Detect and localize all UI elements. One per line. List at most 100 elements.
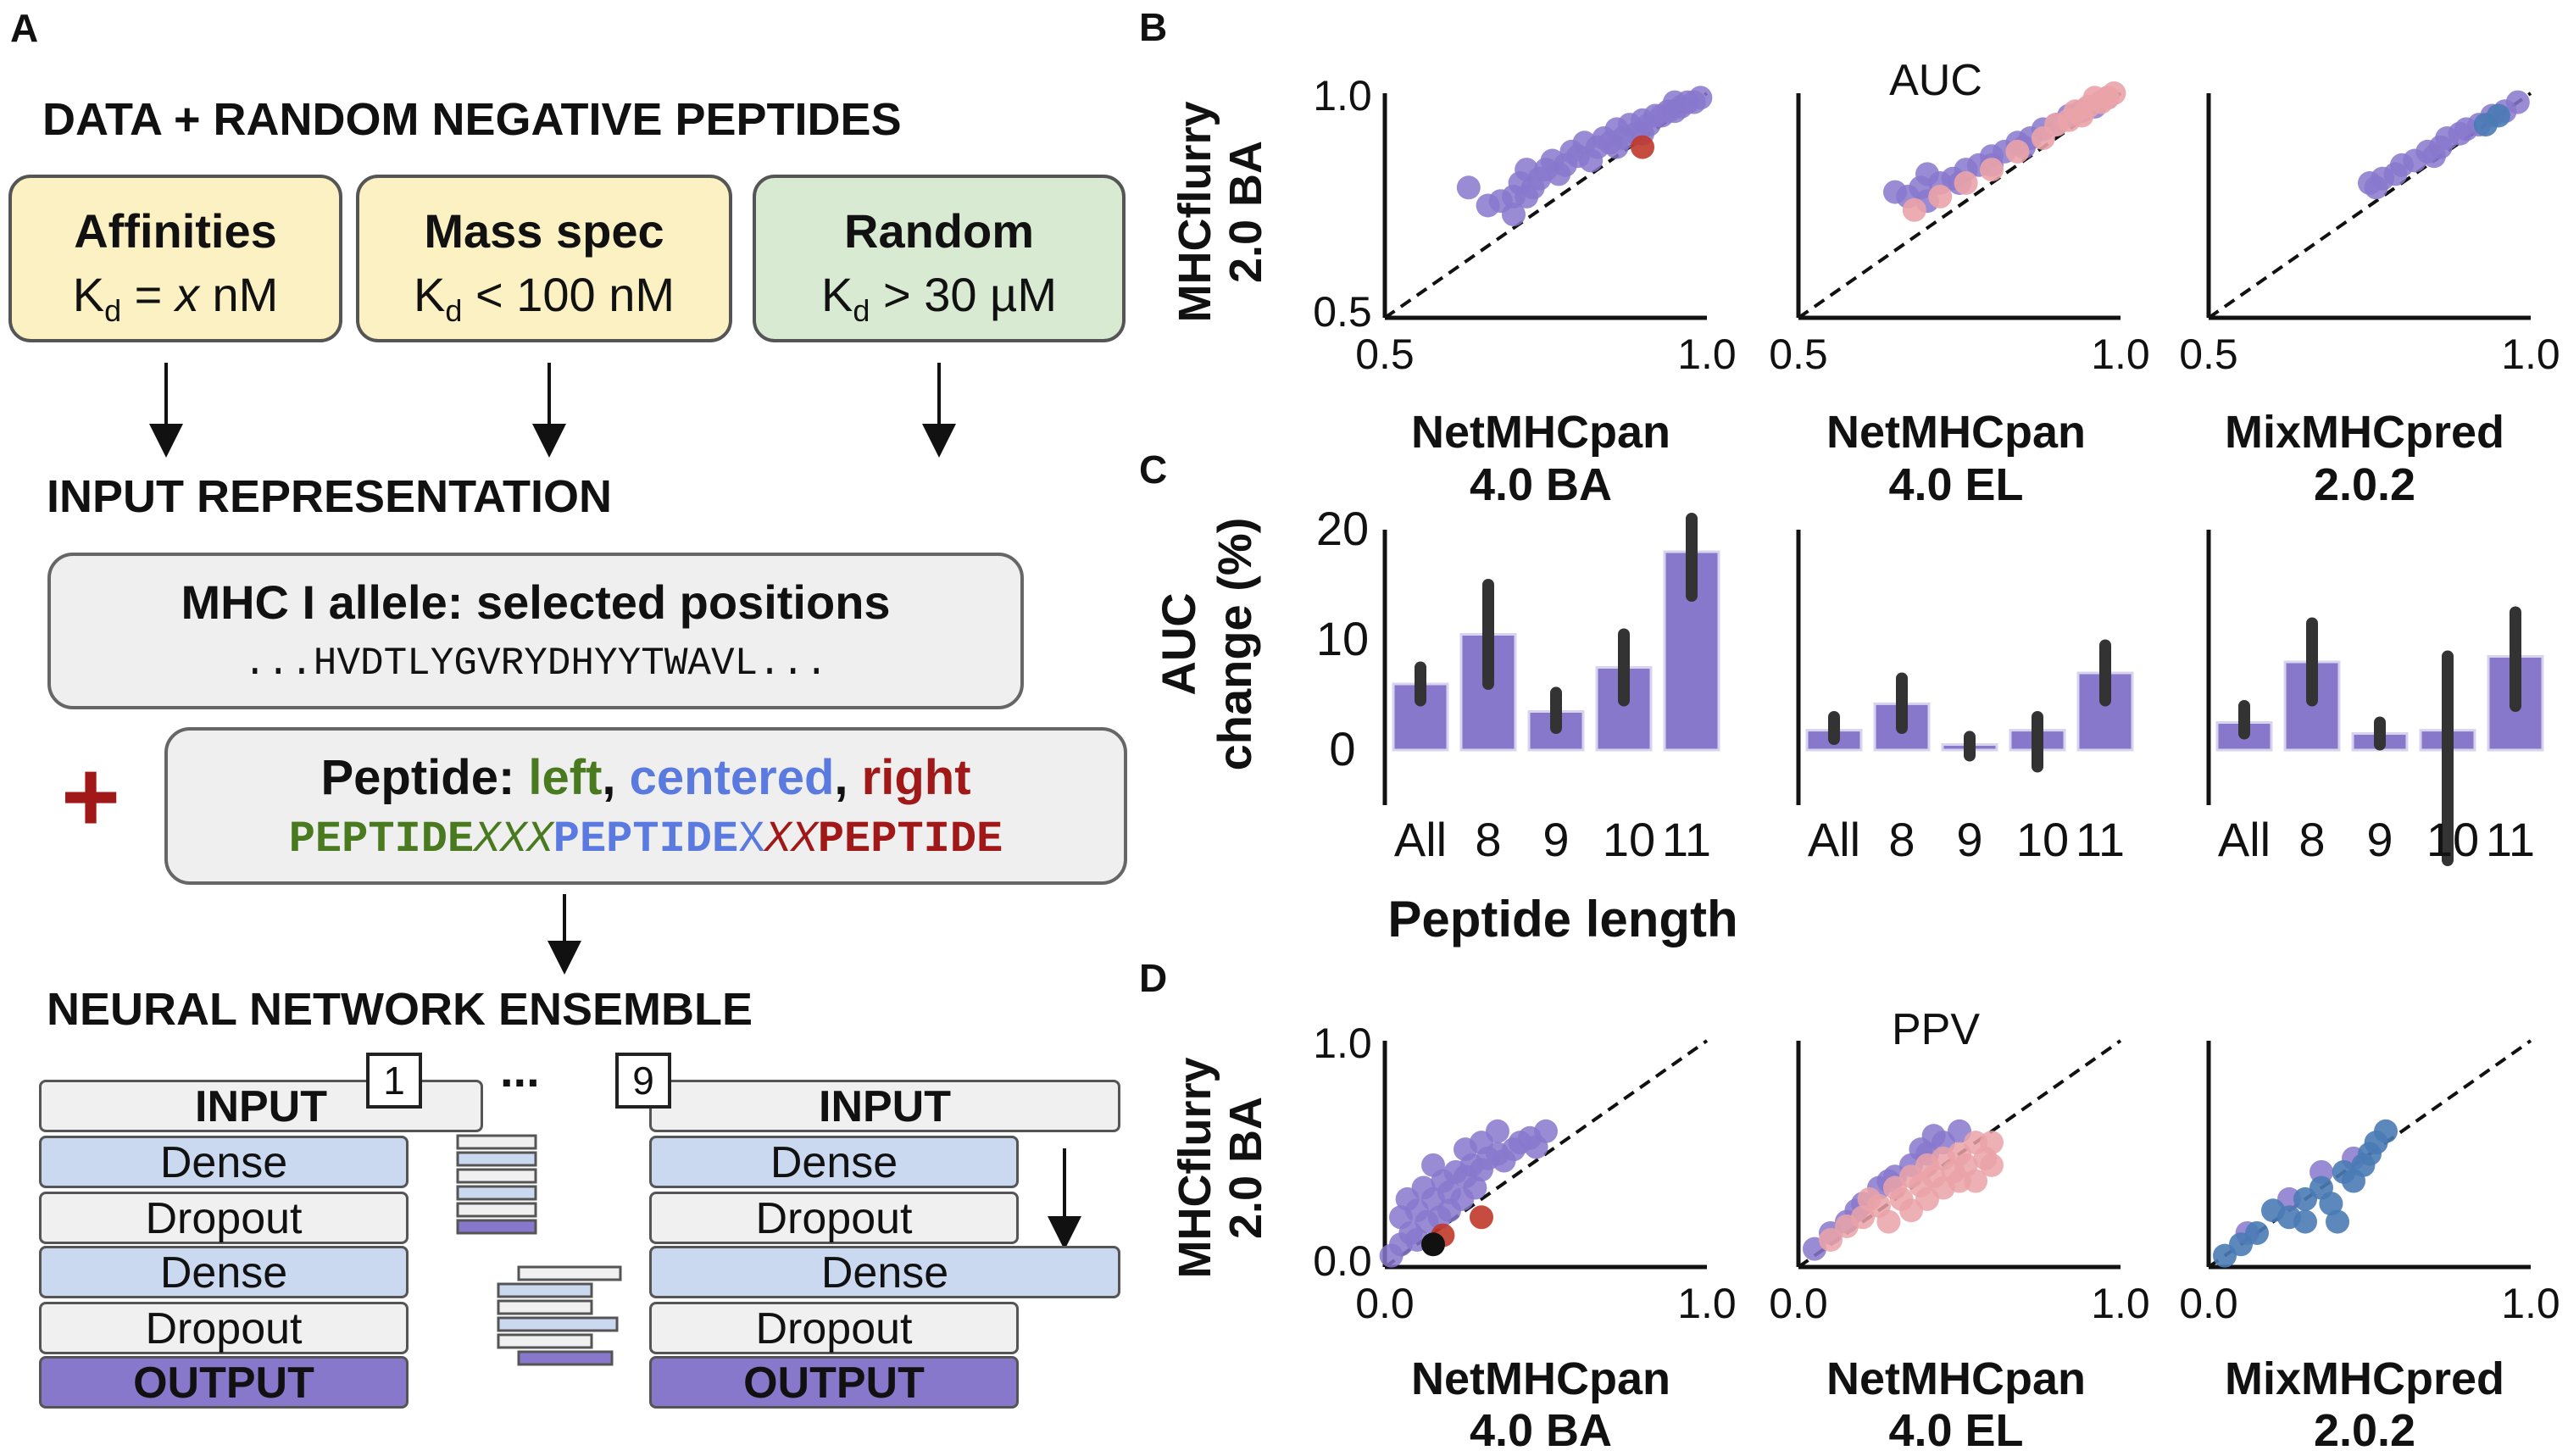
peptide-box: Peptide: left, centered, right PEPTIDEXX… [164,727,1127,885]
panel-d-point-pink [1980,1153,2004,1177]
mhc-allele-title: MHC I allele: selected positions [181,575,891,629]
panel-d-xtick-min: 0.0 [1355,1280,1415,1327]
panel-d-letter: D [1139,956,1167,1000]
panel-d-xtick-min: 0.0 [2179,1280,2238,1327]
panel-b-point-secondary [2005,139,2030,164]
panel-c-xtick: 11 [2076,813,2125,866]
source-box-title: Random [844,204,1034,258]
kd-subscript: d [445,293,463,329]
panel-b-point-purple [1604,135,1629,159]
panel-d-point-purple [1379,1243,1404,1268]
kd-variable: x [175,268,199,321]
panel-c-ytick: 10 [1316,612,1369,665]
panel-d-xtick-min: 0.0 [1769,1280,1828,1327]
network-9-layer-dropout: Dropout [649,1192,1019,1244]
panel-d-point-purple [1463,1175,1487,1200]
network-1-layer-dropout: Dropout [39,1192,409,1244]
peptide-right-label: right [861,750,971,805]
network-9-layer-input: INPUT [649,1080,1120,1132]
panel-b-predictor-name: MixMHCpred [2225,407,2504,458]
panel-c-xtick: 10 [2016,813,2069,866]
kd-relation: > 30 µM [870,268,1057,321]
panel-c-xtick: 9 [1542,813,1569,866]
mhc-allele-sequence: ...HVDTLYGVRYDHYYTWAVL... [242,642,829,686]
panel-b-diagonal [1797,92,2122,320]
network-9-layer-dense: Dense [649,1246,1120,1298]
panel-d-ylabel-2: 2.0 BA [1220,1097,1271,1239]
panel-a-letter: A [10,6,39,50]
panel-b-point-secondary [1954,171,1978,195]
source-box-title: Mass spec [424,204,664,258]
network-9-layer-dropout: Dropout [649,1302,1019,1354]
kd-symbol: K [414,268,446,321]
panel-c-xtick: All [1808,813,1860,866]
panel-c-xtick: 9 [1956,813,1982,866]
network-9-number: 9 [615,1053,671,1109]
mini-stack-1 [456,1134,537,1235]
sequence-part: PEPTIDE [288,814,475,864]
panel-b-point-secondary [1631,135,1654,159]
panel-c-xtick: All [1394,813,1447,866]
panel-d-point-purple [1534,1119,1558,1143]
kd-relation: = [121,268,175,321]
panel-d-point-black [1421,1232,1445,1257]
panel-c-xtick: 11 [2486,813,2535,866]
panel-c-xtick: 8 [1888,813,1915,866]
panel-b-point-purple [2364,175,2388,200]
panel-b-xtick-max: 1.0 [2091,331,2150,378]
panel-b-point-secondary [1902,197,1926,222]
panel-c-xlabel: Peptide length [1387,891,1737,948]
panel-c-xtick: 9 [2366,813,2393,866]
panel-b-ytick-min: 0.5 [1313,288,1372,336]
sequence-part: PEPTIDE [817,814,1003,864]
panel-b-xtick-min: 0.5 [1769,331,1828,378]
panel-d-point-pink [1964,1169,1987,1193]
source-box-massspec: Mass spec Kd < 100 nM [356,175,732,342]
panel-b-xtick-min: 0.5 [2179,331,2238,378]
panel-b-point-purple [1915,162,1939,186]
panel-b-predictor-version: 2.0.2 [2314,459,2415,510]
source-box-kd: Kd = x nM [12,267,339,329]
panel-b-point-purple [1502,203,1526,227]
panel-d-xtick-max: 1.0 [2091,1280,2150,1327]
panel-d-point-purple [1421,1153,1445,1177]
peptide-comma-1: , [602,750,630,805]
panel-b-point-purple [1547,162,1571,186]
panel-b-predictor-name: NetMHCpan [1411,407,1670,458]
ensemble-ellipsis: ... [500,1043,540,1097]
plus-sign: + [61,740,121,853]
panel-d-ytick-max: 1.0 [1313,1020,1372,1067]
peptide-comma-2: , [834,750,862,805]
panel-d-point-secondary [2326,1209,2349,1234]
panel-d-point-purple [1921,1124,1946,1148]
panel-c-xtick: 10 [2426,813,2479,866]
panel-b-ytick-max: 1.0 [1313,72,1372,119]
panel-b-point-purple [1579,148,1604,173]
mini-network-stacks [456,1134,622,1366]
panel-b-ylabel-2: 2.0 BA [1220,141,1271,283]
panel-d-predictor-name: NetMHCpan [1411,1353,1670,1404]
peptide-label: Peptide: [320,750,529,805]
panel-c-xtick: 8 [1475,813,1501,866]
mhc-allele-box: MHC I allele: selected positions ...HVDT… [47,553,1024,709]
panel-b-point-secondary [1980,158,2004,182]
panel-b-xtick-max: 1.0 [2501,331,2560,378]
network-1-number: 1 [366,1053,422,1109]
panel-b-point-purple [1688,86,1713,110]
peptide-left-label: left [528,750,603,805]
peptide-centered-label: centered [629,750,835,805]
network-9-layer-dense: Dense [649,1136,1019,1188]
mini-stack-2 [497,1265,622,1366]
panel-d-point-pink [1980,1131,2004,1155]
source-box-kd: Kd < 100 nM [359,267,729,329]
panel-d-point-purple [1486,1119,1509,1143]
panel-c-xtick: All [2218,813,2271,866]
panel-d-point-secondary [2374,1119,2398,1143]
panel-c-ylabel-1: AUC [1152,592,1205,695]
section-network-title: NEURAL NETWORK ENSEMBLE [47,984,753,1035]
panel-d-point-pink [1876,1209,1901,1234]
section-data-title: DATA + RANDOM NEGATIVE PEPTIDES [42,94,902,145]
panel-a-arrows [149,363,1081,1250]
panel-d-point-secondary [2293,1209,2317,1234]
network-1-layer-output: OUTPUT [39,1356,409,1409]
